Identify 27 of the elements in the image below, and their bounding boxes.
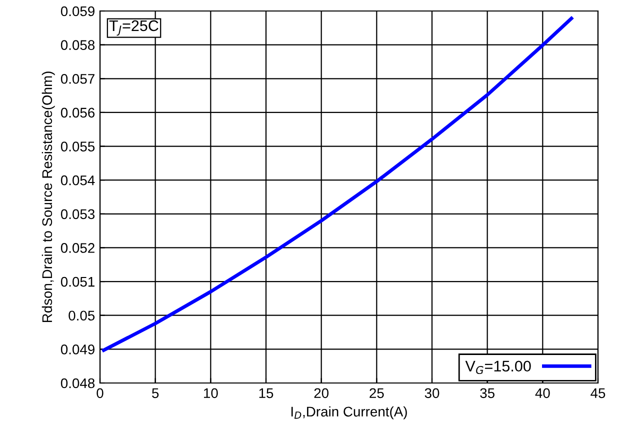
y-tick-label: 0.058 — [60, 40, 95, 50]
y-tick-label: 0.057 — [60, 74, 94, 84]
x-tick-label: 5 — [152, 388, 159, 398]
y-tick-label: 0.056 — [60, 108, 95, 118]
y-tick-label: 0.054 — [60, 175, 95, 186]
x-tick-label: 0 — [96, 388, 104, 398]
y-tick-label: 0.055 — [60, 142, 95, 152]
x-tick-label: 45 — [590, 388, 606, 398]
y-tick-label: 0.05 — [68, 310, 95, 321]
annotation: T$_{J}$=25C — [109, 20, 158, 36]
x-tick-label: 25 — [370, 388, 384, 398]
line-series — [102, 16, 574, 352]
y-tick-label: 0.059 — [60, 6, 94, 16]
x-tick-label: 30 — [424, 388, 440, 398]
y-tick-label: 0.051 — [60, 276, 94, 287]
x-tick-label: 15 — [259, 388, 274, 398]
y-tick-label: 0.048 — [60, 378, 95, 388]
y-tick-label: 0.052 — [60, 243, 94, 253]
y-tick-label: 0.053 — [60, 209, 95, 220]
x-tick-label: 35 — [480, 388, 494, 398]
y-axis-title: Rdson,Drain to Source Resistance(Ohm) — [42, 72, 55, 322]
y-tick-label: 0.049 — [60, 344, 94, 354]
x-tick-label: 10 — [204, 388, 218, 398]
x-tick-label: 20 — [314, 388, 329, 398]
x-axis-title: I$_{D}$,Drain Current(A) — [291, 406, 407, 420]
legend-label: V$_{G}$=15.00 — [465, 360, 531, 374]
x-tick-label: 40 — [535, 388, 550, 398]
